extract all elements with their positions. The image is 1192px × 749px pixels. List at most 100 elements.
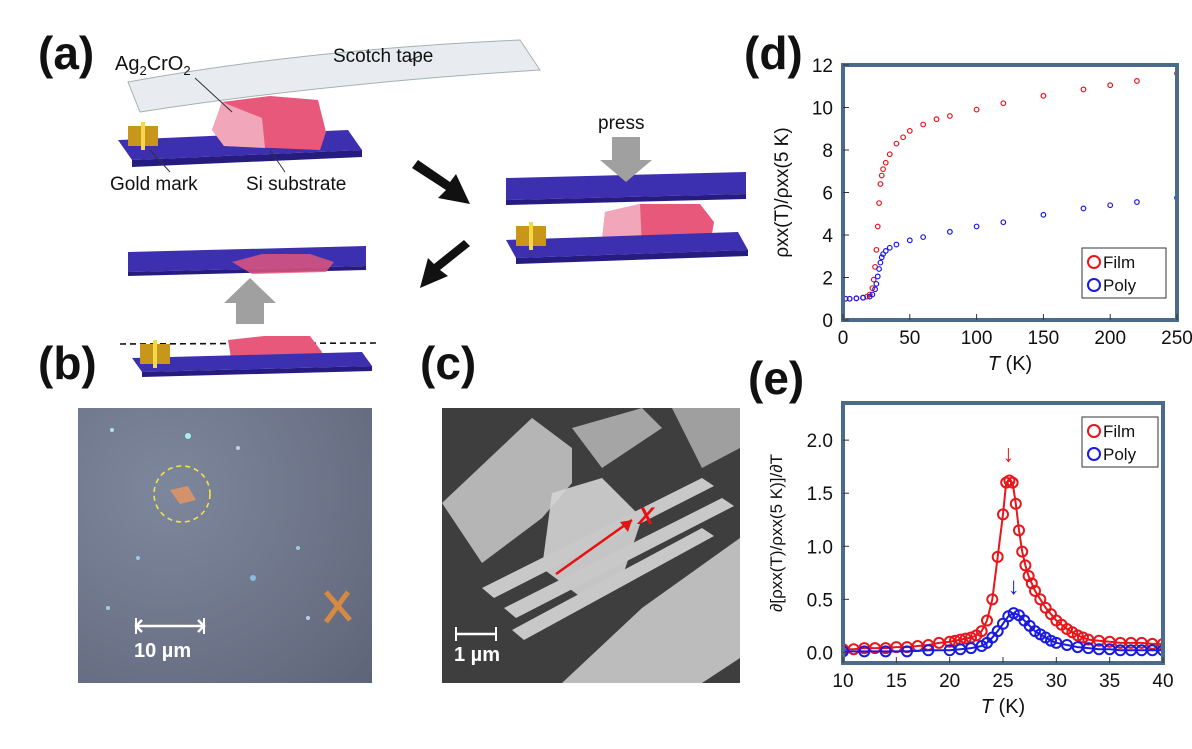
data-point-poly <box>893 241 900 248</box>
y-tick-label: 4 <box>822 226 833 247</box>
legend-label-poly: Poly <box>1103 445 1137 464</box>
y-tick-label: 1.0 <box>807 537 833 558</box>
material-label: Ag2CrO2 <box>115 53 191 78</box>
data-point-poly <box>1000 219 1007 226</box>
data-point-film <box>1107 82 1114 89</box>
data-point-film <box>946 113 953 119</box>
data-point-poly <box>946 228 953 235</box>
data-point-film <box>1019 559 1032 572</box>
data-point-poly <box>973 223 980 230</box>
x-tick-label: 100 <box>961 328 993 349</box>
x-tick-label: 35 <box>1099 671 1120 692</box>
data-point-film <box>1000 100 1007 107</box>
data-point-film <box>991 550 1004 563</box>
press-label: press <box>598 113 644 134</box>
derivative-chart: 10 15 20 25 30 35 40 0.0 0.5 1.0 1.5 2.0 T (K) ∂[ρxx(… <box>767 401 1174 718</box>
data-point-poly <box>1040 211 1047 218</box>
data-point-film <box>893 140 900 147</box>
data-point-film <box>981 614 993 627</box>
data-point-poly <box>886 244 893 251</box>
data-point-film <box>906 127 913 134</box>
y-tick-label: 0 <box>822 311 833 332</box>
panel-label-e: (e) <box>748 352 805 404</box>
tape-label: Scotch tape <box>333 46 433 67</box>
data-point-film <box>1006 476 1019 489</box>
transferred-film <box>232 254 334 274</box>
data-point-film <box>877 181 884 187</box>
data-point-film <box>1025 577 1038 590</box>
panel-label-a: (a) <box>38 27 95 79</box>
data-point-film <box>876 200 882 207</box>
data-point-poly <box>876 266 882 272</box>
x-tick-label: 200 <box>1094 328 1126 349</box>
data-point-film <box>900 134 907 141</box>
lift-arrow <box>224 278 276 324</box>
flow-arrow-2 <box>420 240 470 288</box>
top-plate-2 <box>506 172 746 200</box>
data-point-film <box>1022 569 1035 582</box>
y-tick-label: 10 <box>812 99 833 120</box>
panel-label-c: (c) <box>420 337 477 389</box>
flake-marker-circle <box>153 465 211 523</box>
y-tick-label: 6 <box>822 184 833 205</box>
y-tick-label: 0.0 <box>807 643 833 664</box>
exfoliation-schematic: Ag2CrO2 Scotch tape Gold mark Si substra… <box>110 39 748 377</box>
data-point-film <box>878 172 885 179</box>
y-tick-label: 8 <box>822 141 833 162</box>
data-point-poly <box>873 280 880 287</box>
data-point-film <box>1174 71 1175 76</box>
data-point-poly <box>1045 634 1057 647</box>
data-point-film <box>1080 86 1087 93</box>
data-point-poly <box>1174 195 1175 200</box>
data-point-poly <box>1050 636 1063 649</box>
x-tick-label: 25 <box>992 671 1013 692</box>
data-point-film <box>997 508 1009 521</box>
x-tick-label: 10 <box>832 671 853 692</box>
data-point-poly <box>1134 199 1140 205</box>
x-tick-label: 250 <box>1161 328 1192 349</box>
y-tick-label: 2.0 <box>807 431 833 452</box>
x-tick-label: 150 <box>1028 328 1060 349</box>
data-point-film <box>1029 584 1041 597</box>
x-tick-label: 0 <box>838 328 849 349</box>
data-point-poly <box>878 254 885 261</box>
x-tick-label: 50 <box>899 328 920 349</box>
y-tick-label: 12 <box>812 56 833 77</box>
data-point-poly <box>846 295 853 302</box>
substrate-2 <box>506 232 748 258</box>
lead-1 <box>482 478 714 598</box>
data-point-film <box>1009 497 1022 510</box>
data-point-film <box>1157 638 1161 650</box>
legend-marker-poly <box>1087 278 1101 292</box>
x-tick-label: 15 <box>886 671 907 692</box>
resistivity-chart: 0 50 100 150 200 250 0 2 4 6 8 10 12 T (K) ρxx(T)/ρxx(… <box>772 56 1192 375</box>
data-point-poly <box>869 291 876 298</box>
data-point-poly <box>1061 638 1073 651</box>
scotch-tape <box>127 39 541 113</box>
x-tick-label: 30 <box>1046 671 1067 692</box>
data-point-film <box>866 291 873 298</box>
cleave-line <box>119 342 377 345</box>
legend-label-film: Film <box>1103 253 1135 272</box>
data-point-poly <box>1080 205 1087 212</box>
panel-label-b: (b) <box>38 337 97 389</box>
x-axis-arrow <box>555 518 633 576</box>
data-point-poly <box>1007 607 1020 620</box>
data-point-poly <box>879 645 892 658</box>
data-point-poly <box>965 642 977 655</box>
legend-marker-film <box>1087 424 1101 438</box>
y-axis-label: ρxx(T)/ρxx(5 K) <box>772 127 793 257</box>
plot-area <box>845 71 1175 302</box>
panel-label-d: (d) <box>744 27 803 79</box>
data-point-film <box>1013 524 1025 537</box>
data-point-film <box>1016 545 1029 558</box>
data-point-film <box>1134 78 1140 84</box>
data-point-film <box>975 625 988 638</box>
data-point-film <box>949 634 961 647</box>
data-point-poly <box>1157 644 1161 656</box>
data-point-film <box>886 151 893 158</box>
x-axis-label: T (K) <box>988 353 1032 375</box>
substrate-4 <box>132 352 372 372</box>
data-point-poly <box>877 259 884 266</box>
data-point-film <box>1077 631 1089 644</box>
